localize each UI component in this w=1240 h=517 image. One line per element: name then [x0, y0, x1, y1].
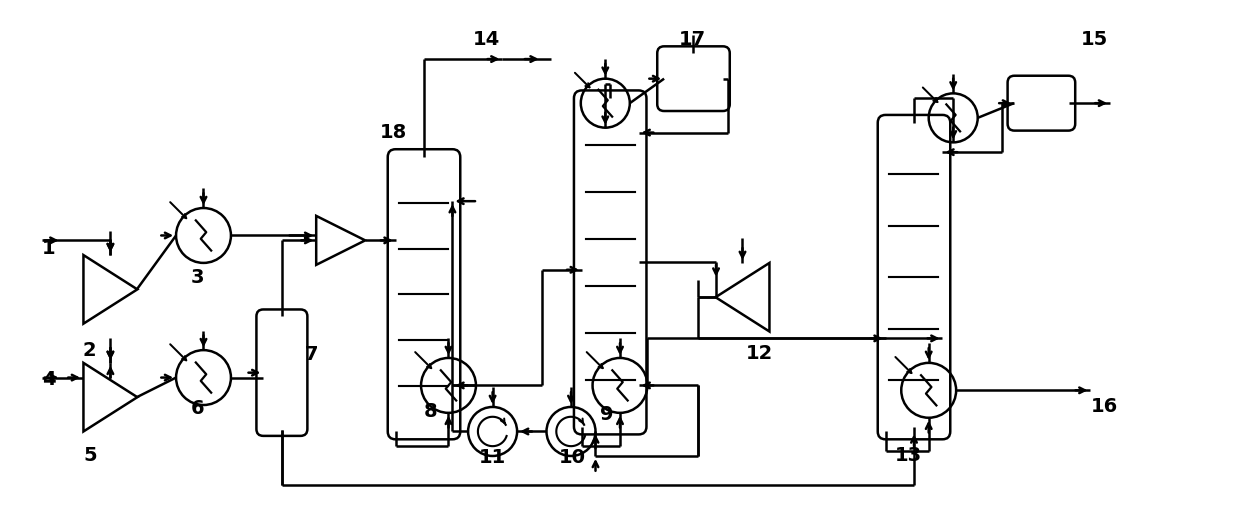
- Text: 5: 5: [83, 447, 97, 465]
- Text: 13: 13: [894, 447, 921, 465]
- Text: 7: 7: [305, 344, 317, 363]
- Text: 8: 8: [424, 402, 438, 421]
- Text: 15: 15: [1080, 30, 1107, 49]
- Text: 17: 17: [678, 30, 706, 49]
- Text: 10: 10: [559, 448, 587, 467]
- Text: 12: 12: [745, 344, 773, 362]
- Text: 3: 3: [191, 268, 205, 287]
- Text: 18: 18: [379, 123, 407, 142]
- Text: 6: 6: [191, 400, 205, 418]
- Text: 11: 11: [479, 448, 506, 467]
- Text: 9: 9: [600, 405, 614, 424]
- Text: 2: 2: [83, 341, 97, 360]
- Text: 14: 14: [472, 30, 500, 49]
- Text: 4: 4: [42, 370, 56, 389]
- Text: 16: 16: [1090, 398, 1117, 417]
- Text: 1: 1: [42, 239, 56, 257]
